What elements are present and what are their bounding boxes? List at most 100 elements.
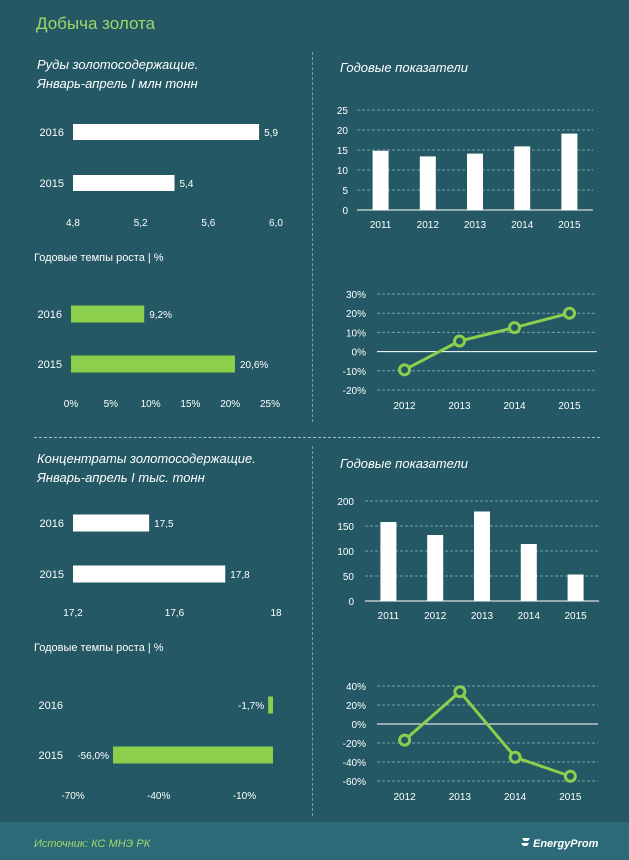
x-category-label-2014: 2014 <box>511 220 534 231</box>
ore-left-title-line1: Руды золотосодержащие. <box>37 57 199 72</box>
bar-2015 <box>567 574 584 601</box>
point-2012 <box>398 733 412 747</box>
data-label-2016: 5,9 <box>264 128 278 139</box>
y-tick-label: -20% <box>343 386 366 397</box>
energyprom-logo-icon: EnergyProm <box>521 838 599 850</box>
category-label-2015: 2015 <box>40 178 64 190</box>
y-tick-label: 100 <box>337 547 354 558</box>
x-category-label-2014: 2014 <box>518 611 541 622</box>
x-category-label-2012: 2012 <box>393 401 416 412</box>
point-2013 <box>453 334 466 348</box>
y-tick-label: -40% <box>343 758 366 769</box>
x-tick-label: 20% <box>220 399 240 410</box>
x-category-label-2013: 2013 <box>471 611 494 622</box>
x-category-label-2015: 2015 <box>558 220 581 231</box>
x-tick-label: -40% <box>147 791 170 802</box>
vertical-divider-bottom <box>312 446 314 816</box>
bar-2014 <box>514 146 531 210</box>
category-label-2015: 2015 <box>40 569 64 581</box>
ore-growth-title: Годовые темпы роста | % <box>34 252 164 264</box>
data-label-2016: 17,5 <box>154 519 174 530</box>
bar-2016 <box>73 124 260 140</box>
category-label-2015: 2015 <box>39 750 63 762</box>
page-title: Добыча золота <box>36 14 156 33</box>
x-tick-label: 17,6 <box>165 608 185 619</box>
y-tick-label: 15 <box>337 146 349 157</box>
bar-2015 <box>73 175 175 191</box>
y-tick-label: 50 <box>343 572 355 583</box>
x-tick-label: 10% <box>141 399 161 410</box>
y-tick-label: 0 <box>348 597 354 608</box>
x-category-label-2014: 2014 <box>504 792 527 803</box>
bar-2016 <box>71 305 145 323</box>
data-label-2015: -56,0% <box>77 751 109 762</box>
x-tick-label: 17,2 <box>63 608 83 619</box>
x-tick-label: 5,6 <box>201 218 215 229</box>
category-label-2015: 2015 <box>38 359 62 371</box>
x-category-label-2012: 2012 <box>394 792 417 803</box>
data-label-2015: 20,6% <box>240 360 268 371</box>
y-tick-label: 150 <box>337 522 354 533</box>
y-tick-label: 30% <box>346 290 366 301</box>
bar-2015 <box>561 133 578 210</box>
bar-2011 <box>380 522 397 601</box>
data-label-2016: 9,2% <box>149 310 172 321</box>
category-label-2016: 2016 <box>39 700 63 712</box>
y-tick-label: 20% <box>346 701 366 712</box>
y-tick-label: 0% <box>352 720 367 731</box>
category-label-2016: 2016 <box>40 518 64 530</box>
section-divider <box>34 437 600 438</box>
x-tick-label: 5,2 <box>134 218 148 229</box>
y-tick-label: -60% <box>343 777 366 788</box>
x-category-label-2015: 2015 <box>564 611 587 622</box>
y-tick-label: 10 <box>337 166 349 177</box>
x-tick-label: 25% <box>260 399 280 410</box>
x-tick-label: 0% <box>64 399 79 410</box>
x-category-label-2012: 2012 <box>417 220 440 231</box>
svg-text:EnergyProm: EnergyProm <box>533 838 599 850</box>
x-tick-label: 15% <box>180 399 200 410</box>
x-category-label-2015: 2015 <box>559 792 582 803</box>
y-tick-label: 25 <box>337 106 349 117</box>
bar-2015 <box>71 355 235 373</box>
conc-left-title-line2: Январь-апрель I тыс. тонн <box>37 470 205 485</box>
bar-2011 <box>372 150 389 210</box>
x-category-label-2015: 2015 <box>558 401 581 412</box>
y-tick-label: -10% <box>343 367 366 378</box>
x-tick-label: 5% <box>104 399 119 410</box>
y-tick-label: 0 <box>342 206 348 217</box>
category-label-2016: 2016 <box>38 309 62 321</box>
bar-2013 <box>474 511 490 601</box>
x-tick-label: 18 <box>270 608 282 619</box>
x-category-label-2013: 2013 <box>449 792 472 803</box>
data-label-2015: 5,4 <box>180 179 194 190</box>
y-tick-label: 5 <box>342 186 348 197</box>
point-2013 <box>453 685 467 699</box>
ore-right-title: Годовые показатели <box>340 60 468 75</box>
bar-2015 <box>113 746 273 764</box>
point-2015 <box>563 769 577 783</box>
y-tick-label: 10% <box>346 328 366 339</box>
bar-2012 <box>419 156 436 210</box>
x-category-label-2011: 2011 <box>378 611 400 622</box>
y-tick-label: -20% <box>343 739 366 750</box>
bar-2012 <box>427 535 444 601</box>
x-tick-label: -70% <box>61 791 84 802</box>
x-category-label-2011: 2011 <box>370 220 392 231</box>
conc-left-title-line1: Концентраты золотосодержащие. <box>37 451 256 466</box>
x-category-label-2012: 2012 <box>424 611 447 622</box>
y-tick-label: 0% <box>352 348 367 359</box>
point-2014 <box>508 321 521 335</box>
point-2015 <box>563 306 576 320</box>
conc-right-title: Годовые показатели <box>340 456 468 471</box>
data-label-2016: -1,7% <box>238 701 264 712</box>
y-tick-label: 20% <box>346 309 366 320</box>
y-tick-label: 40% <box>346 682 366 693</box>
y-tick-label: 200 <box>337 497 354 508</box>
bar-2016 <box>268 696 273 714</box>
category-label-2016: 2016 <box>40 127 64 139</box>
bar-2015 <box>73 565 226 583</box>
x-tick-label: -10% <box>233 791 256 802</box>
